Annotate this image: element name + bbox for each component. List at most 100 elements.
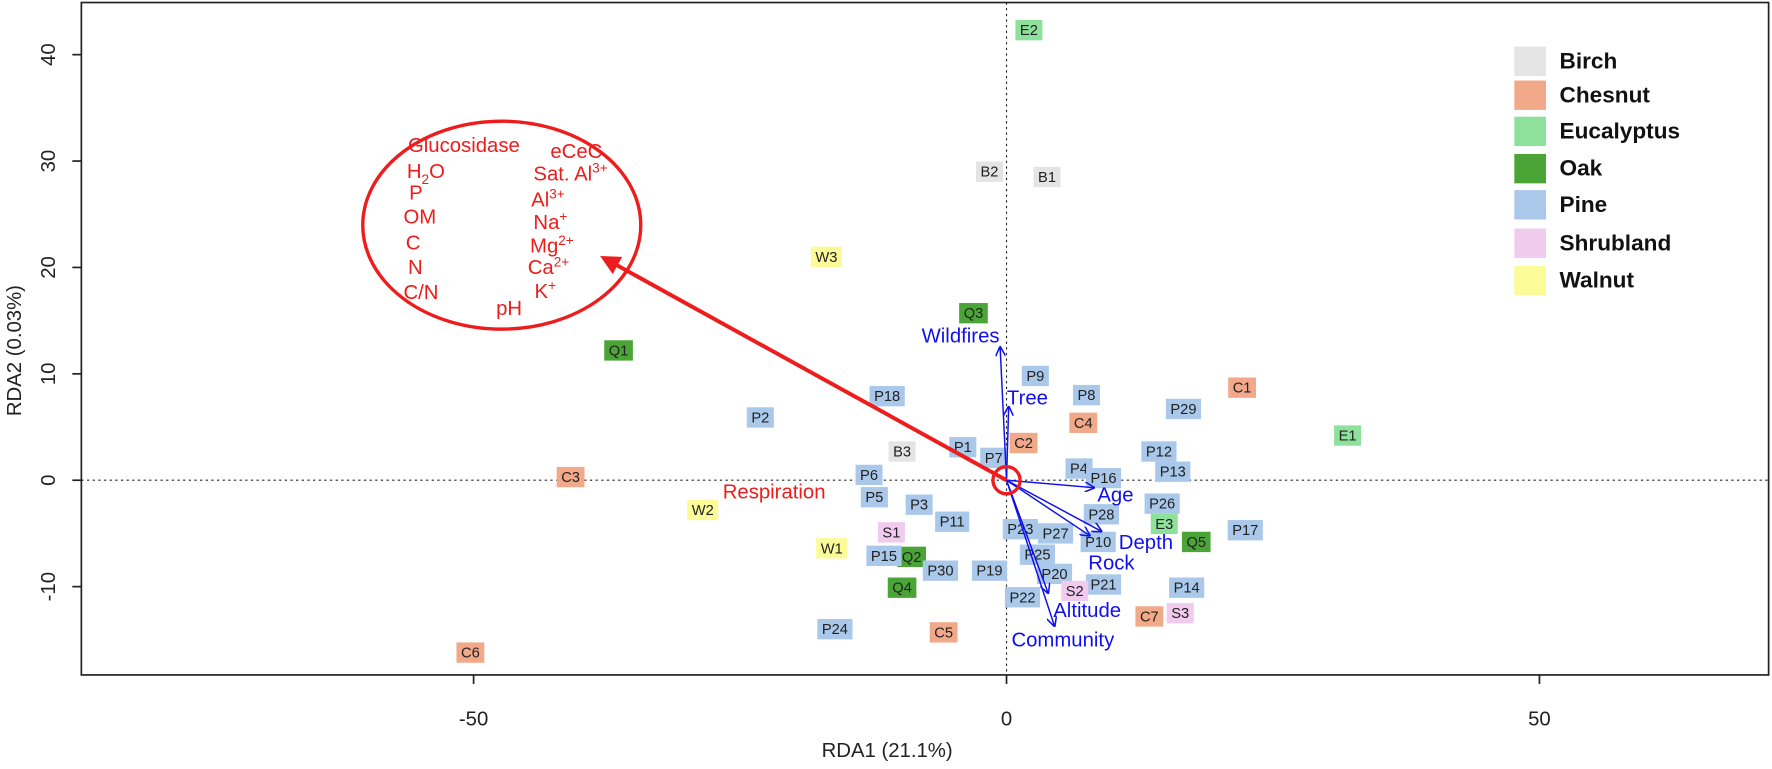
site-box xyxy=(1155,461,1191,482)
site-label: B1 xyxy=(1038,170,1056,186)
site-label: P6 xyxy=(860,468,878,484)
site: C7 xyxy=(1135,606,1164,627)
site: W2 xyxy=(687,499,719,521)
site: W3 xyxy=(810,246,842,267)
highlight-label: Respiration xyxy=(723,481,826,503)
site-box xyxy=(980,447,1008,469)
site: P6 xyxy=(855,464,883,486)
variable: K+ xyxy=(535,278,557,304)
site-label: W1 xyxy=(821,541,843,557)
site-box xyxy=(866,545,902,566)
site: Q2 xyxy=(897,546,926,568)
site-label: P15 xyxy=(871,549,897,565)
vector-label: Wildfires xyxy=(922,325,1000,347)
site-box xyxy=(971,560,1008,581)
variable-sup: 2+ xyxy=(558,233,574,248)
site-box xyxy=(1037,523,1074,544)
variable-text: Glucosidase xyxy=(408,136,520,158)
site-box xyxy=(1036,563,1073,585)
site-box xyxy=(922,560,959,581)
site-box xyxy=(1085,574,1122,595)
site: P26 xyxy=(1144,493,1180,514)
vector-label: Tree xyxy=(1007,388,1048,410)
y-tick-label: 40 xyxy=(38,43,60,66)
site-label: P11 xyxy=(940,515,965,531)
site: P21 xyxy=(1085,574,1122,595)
site-label: E3 xyxy=(1155,517,1173,533)
site-box xyxy=(1061,580,1089,602)
variable: eCeC xyxy=(550,141,602,163)
site-box xyxy=(687,499,719,521)
variable-sup: 3+ xyxy=(592,160,608,175)
site: P27 xyxy=(1037,523,1074,544)
highlight-arrow xyxy=(600,255,1008,482)
site-label: E2 xyxy=(1020,23,1038,39)
site: P7 xyxy=(980,447,1008,469)
vector-label: Altitude xyxy=(1053,600,1121,622)
site: P5 xyxy=(860,487,888,508)
site-label: P12 xyxy=(1146,445,1172,461)
site: P29 xyxy=(1165,398,1202,420)
variable-text: Na xyxy=(533,212,560,234)
vector xyxy=(1006,479,1102,531)
variable-text: pH xyxy=(496,298,522,320)
variable: C xyxy=(406,233,421,255)
site-label: P8 xyxy=(1077,388,1095,404)
site-label: E1 xyxy=(1339,429,1357,445)
site-label: P24 xyxy=(822,622,848,638)
site-label: C1 xyxy=(1233,381,1252,397)
x-tick-label: 50 xyxy=(1528,709,1551,731)
site-box xyxy=(860,487,888,508)
x-tick-label: -50 xyxy=(459,709,488,731)
variable-text: K xyxy=(535,281,549,303)
site-box xyxy=(929,622,958,643)
site-label: C4 xyxy=(1074,416,1093,432)
site-label: P14 xyxy=(1174,581,1200,597)
legend-label: Pine xyxy=(1560,192,1608,217)
vector-label: Depth xyxy=(1119,532,1173,554)
site: P9 xyxy=(1021,365,1049,387)
variable-sup: + xyxy=(548,278,556,293)
site: C1 xyxy=(1228,377,1256,398)
variable-text: OM xyxy=(403,207,436,229)
site-box xyxy=(905,494,933,515)
site-label: P21 xyxy=(1090,578,1116,594)
site: S1 xyxy=(877,522,905,543)
site-label: P26 xyxy=(1149,497,1175,513)
site-box xyxy=(604,340,633,361)
variable-sub: 2 xyxy=(422,172,430,187)
site-box xyxy=(1227,520,1263,541)
site-box xyxy=(1083,504,1119,525)
site: P13 xyxy=(1155,461,1191,482)
site: P3 xyxy=(905,494,933,515)
x-tick-label: 0 xyxy=(1001,709,1012,731)
legend-swatch xyxy=(1514,46,1546,76)
site-box xyxy=(1069,412,1098,433)
variable-sup: 2+ xyxy=(554,254,570,269)
site-box xyxy=(1181,531,1211,553)
site: P24 xyxy=(817,619,853,640)
site-label: C6 xyxy=(461,646,480,662)
origin-circle xyxy=(991,464,1022,496)
site: P23 xyxy=(1002,519,1038,540)
legend-label: Shrubland xyxy=(1560,230,1672,255)
site-box xyxy=(935,511,970,532)
variable: N xyxy=(408,258,423,280)
site-box xyxy=(1141,441,1177,462)
site-label: B2 xyxy=(980,165,998,181)
site-label: Q4 xyxy=(892,581,912,597)
site: P15 xyxy=(866,545,902,566)
site-label: P30 xyxy=(927,564,953,580)
site: P30 xyxy=(922,560,959,581)
variable: H2O xyxy=(407,162,445,187)
site: P8 xyxy=(1072,384,1100,406)
site: Q1 xyxy=(604,340,633,361)
legend-label: Eucalyptus xyxy=(1560,118,1681,143)
site: B2 xyxy=(975,161,1003,182)
plot-frame xyxy=(80,1,1770,676)
site: P2 xyxy=(746,407,774,428)
site-box xyxy=(810,246,842,267)
site: P20 xyxy=(1036,563,1073,585)
site: P12 xyxy=(1141,441,1177,462)
site-label: S2 xyxy=(1066,584,1084,600)
